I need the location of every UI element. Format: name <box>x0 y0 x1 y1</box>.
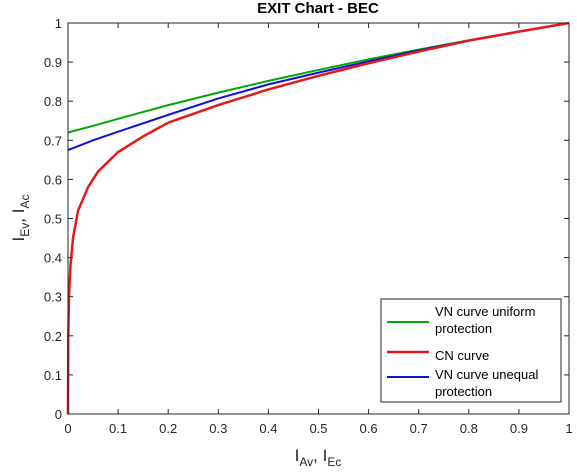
x-axis-label: IAv, IEc <box>295 446 342 469</box>
x-tick-label: 0.5 <box>309 421 327 436</box>
x-tick-label: 0.1 <box>109 421 127 436</box>
y-tick-label: 0.5 <box>44 212 62 227</box>
legend-box <box>380 298 562 403</box>
legend-label-1: protection <box>435 321 492 336</box>
x-tick-label: 0.9 <box>510 421 528 436</box>
y-tick-label: 0.7 <box>44 133 62 148</box>
y-axis-label: IEv, IAc <box>9 195 32 242</box>
x-tick-label: 0.8 <box>460 421 478 436</box>
y-ticks: 0 0.1 0.2 0.3 0.4 0.5 0.6 0.7 0.8 0.9 1 <box>44 16 569 422</box>
y-tick-label: 0.2 <box>44 329 62 344</box>
y-tick-label: 0.9 <box>44 55 62 70</box>
x-tick-label: 0.6 <box>360 421 378 436</box>
legend-label-1: VN curve uniform <box>435 304 535 319</box>
x-tick-label: 0.4 <box>259 421 277 436</box>
series-line-2 <box>66 21 570 415</box>
y-tick-label: 0 <box>55 407 62 422</box>
legend-label-3: protection <box>435 384 492 399</box>
x-tick-label: 0.3 <box>209 421 227 436</box>
y-tick-label: 0.6 <box>44 172 62 187</box>
y-tick-label: 1 <box>55 16 62 31</box>
x-tick-label: 0 <box>64 421 71 436</box>
y-tick-label: 0.3 <box>44 290 62 305</box>
series-layer <box>66 21 570 415</box>
x-tick-label: 1 <box>565 421 572 436</box>
x-tick-label: 0.2 <box>159 421 177 436</box>
y-tick-label: 0.8 <box>44 94 62 109</box>
legend-label-3: VN curve unequal <box>435 367 538 382</box>
x-tick-label: 0.7 <box>410 421 428 436</box>
y-tick-label: 0.1 <box>44 368 62 383</box>
x-ticks: 0 0.1 0.2 0.3 0.4 0.5 0.6 0.7 0.8 0.9 1 <box>64 23 573 436</box>
chart-title: EXIT Chart - BEC <box>257 0 379 17</box>
y-tick-label: 0.4 <box>44 251 62 266</box>
legend: VN curve uniform protection CN curve VN cur… <box>380 298 562 403</box>
legend-label-2: CN curve <box>435 348 489 363</box>
